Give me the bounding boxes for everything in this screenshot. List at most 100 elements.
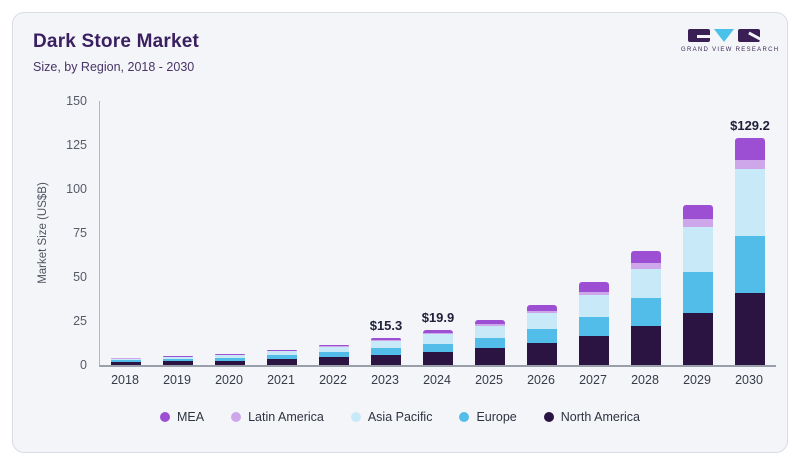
segment-asia-pacific: [735, 168, 765, 236]
segment-north-america: [371, 354, 401, 365]
segment-europe: [215, 357, 245, 361]
bar-column-2020: [204, 101, 256, 365]
bar-value-label-2023: $15.3: [369, 318, 403, 334]
x-tick-label-2022: 2022: [319, 373, 347, 387]
plot-area: $15.3 $19.9 $129.2: [99, 101, 776, 367]
legend-item-north-america: North America: [543, 410, 640, 424]
segment-mea: [215, 353, 245, 355]
segment-europe: [163, 359, 193, 362]
segment-asia-pacific: [683, 226, 713, 272]
logo-g-block-icon: [688, 29, 710, 42]
y-tick-label: 75: [73, 226, 87, 240]
segment-north-america: [631, 326, 661, 365]
page-subtitle: Size, by Region, 2018 - 2030: [33, 60, 195, 74]
bar-2028: [631, 250, 661, 365]
segment-north-america: [423, 351, 453, 365]
segment-north-america: [319, 357, 349, 365]
segment-mea: [579, 282, 609, 292]
bar-column-2027: [568, 101, 620, 365]
segment-mea: [371, 338, 401, 341]
bar-2027: [579, 282, 609, 365]
segment-mea: [319, 344, 349, 347]
bar-2026: [527, 305, 557, 365]
bar-2023: [371, 338, 401, 365]
legend-item-asia-pacific: Asia Pacific: [350, 410, 433, 424]
bar-column-2024: $19.9: [412, 101, 464, 365]
legend-item-europe: Europe: [459, 410, 517, 424]
segment-asia-pacific: [111, 358, 141, 361]
chart-header: Dark Store Market Size, by Region, 2018 …: [33, 31, 199, 74]
x-tick-label-2029: 2029: [683, 373, 711, 387]
segment-mea: [527, 305, 557, 311]
segment-mea: [475, 320, 505, 325]
legend-dot-latin-america: [231, 412, 242, 422]
segment-latin-america: [267, 350, 297, 352]
segment-asia-pacific: [475, 325, 505, 338]
segment-mea: [735, 137, 765, 160]
segment-asia-pacific: [527, 313, 557, 330]
legend-label: Latin America: [248, 410, 324, 424]
segment-asia-pacific: [631, 269, 661, 299]
segment-latin-america: [579, 291, 609, 296]
segment-europe: [111, 360, 141, 363]
segment-europe: [527, 329, 557, 343]
segment-north-america: [475, 348, 505, 365]
segment-asia-pacific: [371, 341, 401, 349]
segment-mea: [267, 349, 297, 351]
bar-2018: [111, 357, 141, 365]
bar-column-2026: [516, 101, 568, 365]
x-tick-label-2026: 2026: [527, 373, 555, 387]
segment-latin-america: [319, 346, 349, 348]
segment-asia-pacific: [423, 334, 453, 344]
legend-dot-north-america: [543, 412, 554, 422]
y-tick-label: 150: [66, 94, 87, 108]
segment-mea: [683, 204, 713, 220]
bar-column-2018: [100, 101, 152, 365]
x-tick-label-2030: 2030: [735, 373, 763, 387]
segment-north-america: [267, 358, 297, 365]
x-tick-label-2021: 2021: [267, 373, 295, 387]
segment-europe: [267, 355, 297, 359]
x-tick-label-2023: 2023: [371, 373, 399, 387]
segment-north-america: [735, 292, 765, 365]
segment-north-america: [215, 360, 245, 365]
y-tick-label: 50: [73, 270, 87, 284]
grand-view-research-logo: GRAND VIEW RESEARCH: [681, 29, 780, 53]
segment-europe: [579, 316, 609, 336]
bar-column-2028: [620, 101, 672, 365]
segment-asia-pacific: [579, 295, 609, 317]
segment-asia-pacific: [319, 347, 349, 353]
segment-latin-america: [475, 324, 505, 326]
bar-value-label-2030: $129.2: [730, 117, 770, 133]
bar-2029: [683, 204, 713, 365]
segment-mea: [631, 250, 661, 264]
legend: MEA Latin America Asia Pacific Europe North …: [13, 410, 787, 424]
segment-europe: [475, 337, 505, 349]
legend-label: Asia Pacific: [367, 410, 433, 424]
segment-europe: [423, 343, 453, 352]
chart-card: Dark Store Market Size, by Region, 2018 …: [12, 12, 788, 453]
segment-europe: [631, 298, 661, 327]
legend-dot-asia-pacific: [350, 412, 361, 422]
x-tick-label-2020: 2020: [215, 373, 243, 387]
bar-column-2021: [256, 101, 308, 365]
bar-2019: [163, 356, 193, 365]
page-title: Dark Store Market: [33, 31, 200, 52]
segment-latin-america: [423, 332, 453, 335]
y-tick-label: 100: [66, 182, 87, 196]
x-tick-label-2025: 2025: [475, 373, 503, 387]
legend-item-mea: MEA: [160, 410, 204, 424]
segment-north-america: [163, 361, 193, 365]
x-tick-label-2027: 2027: [579, 373, 607, 387]
segment-latin-america: [631, 263, 661, 270]
x-tick-label-2018: 2018: [111, 373, 139, 387]
segment-north-america: [579, 335, 609, 365]
segment-north-america: [683, 313, 713, 365]
legend-label: Europe: [476, 410, 517, 424]
legend-item-latin-america: Latin America: [231, 410, 324, 424]
segment-asia-pacific: [267, 351, 297, 356]
logo-text: GRAND VIEW RESEARCH: [681, 47, 780, 53]
segment-latin-america: [735, 159, 765, 169]
y-axis-ticks: 0 25 50 75 100 125 150: [13, 94, 87, 372]
x-tick-label-2019: 2019: [163, 373, 191, 387]
